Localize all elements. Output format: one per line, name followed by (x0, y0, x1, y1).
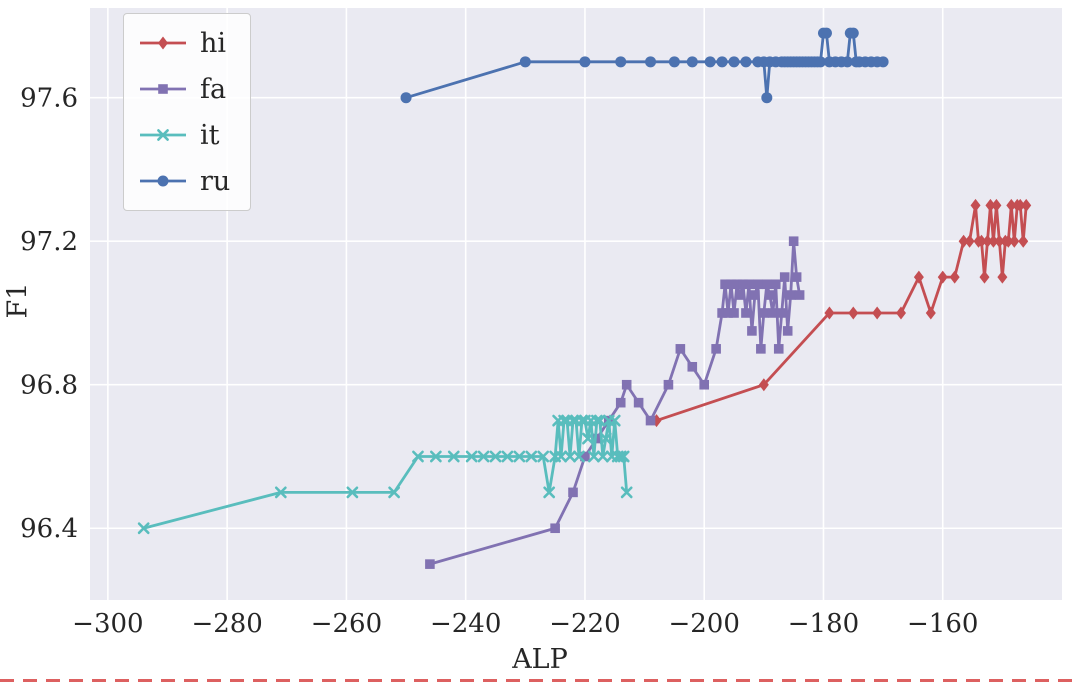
legend-item-ru: ru (138, 162, 230, 200)
legend-marker-diamond-icon (140, 36, 186, 50)
legend-item-it: it (138, 116, 230, 154)
legend-marker-x-icon (140, 129, 186, 141)
legend-item-hi: hi (138, 24, 230, 62)
svg-text:96.8: 96.8 (20, 371, 78, 401)
legend-label-fa: fa (200, 73, 227, 105)
legend-label-ru: ru (200, 165, 231, 197)
svg-text:−200: −200 (668, 609, 739, 639)
svg-text:97.6: 97.6 (20, 84, 78, 114)
tick-labels: −300 −280 −260 −240 −220 −200 −180 −160 96.4 96.8… (20, 84, 978, 639)
series-markers-ru (400, 27, 889, 104)
svg-text:−260: −260 (311, 609, 382, 639)
series-markers-fa (425, 236, 805, 569)
svg-text:−300: −300 (72, 609, 143, 639)
x-axis-label: ALP (512, 644, 568, 675)
svg-text:96.4: 96.4 (20, 514, 78, 544)
svg-text:−160: −160 (907, 609, 978, 639)
gridlines (90, 8, 1062, 600)
svg-text:−280: −280 (191, 609, 262, 639)
series-markers-hi (651, 198, 1032, 428)
svg-text:−220: −220 (549, 609, 620, 639)
y-axis-label: F1 (2, 282, 34, 319)
chart-legend: hi fa it ru (123, 13, 252, 211)
legend-marker-square-icon (140, 84, 186, 94)
legend-label-hi: hi (200, 27, 227, 59)
svg-text:97.2: 97.2 (20, 227, 78, 257)
series-line-it (143, 419, 629, 530)
legend-label-it: it (200, 119, 220, 151)
legend-item-fa: fa (138, 70, 230, 108)
bottom-dashed-line (0, 679, 1080, 682)
svg-text:−240: −240 (430, 609, 501, 639)
legend-marker-circle-icon (140, 175, 186, 187)
svg-text:−180: −180 (788, 609, 859, 639)
series-markers-it (137, 414, 633, 535)
